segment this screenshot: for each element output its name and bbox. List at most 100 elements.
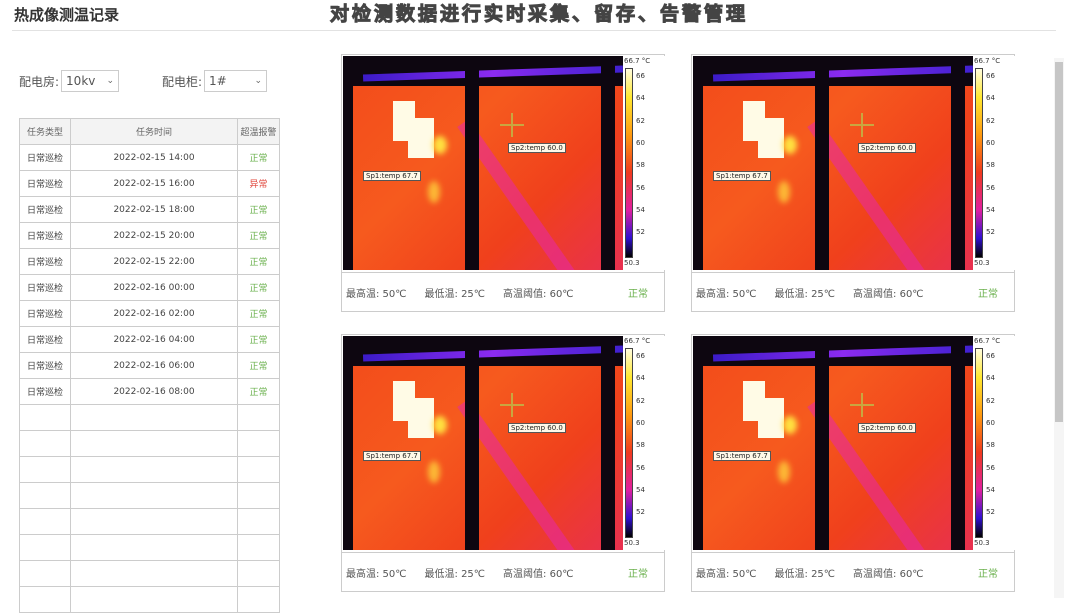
card-footer: 最高温: 50℃ 最低温: 25℃ 高温阈值: 60℃ 正常	[692, 272, 1014, 312]
scale-tick: 64	[986, 374, 995, 383]
cell-task-time: 2022-02-16 00:00	[70, 274, 238, 301]
min-temp: 最低温: 25℃	[424, 289, 486, 300]
cell-task-type	[19, 534, 71, 561]
spot2-label: Sp2:temp 60.0	[858, 143, 916, 153]
scale-min: 50.3	[624, 539, 640, 547]
max-temp: 最高温: 50℃	[696, 569, 757, 580]
table-row[interactable]: 日常巡检 2022-02-15 20:00 正常	[19, 222, 280, 249]
cell-task-type: 日常巡检	[19, 170, 71, 197]
cell-alarm: 正常	[237, 248, 280, 275]
scale-tick: 60	[986, 138, 995, 147]
table-row[interactable]: 日常巡检 2022-02-16 08:00 正常	[19, 378, 280, 405]
scale-min: 50.3	[974, 259, 990, 267]
cell-task-type: 日常巡检	[19, 196, 71, 223]
max-temp: 最高温: 50℃	[346, 569, 407, 580]
cabinet-filter: 配电柜: 1# ⌄	[162, 70, 268, 92]
min-temp: 最低温: 25℃	[774, 569, 836, 580]
table-row[interactable]: 日常巡检 2022-02-16 04:00 正常	[19, 326, 280, 353]
table-row[interactable]	[19, 508, 280, 535]
thermal-card[interactable]: Sp2:temp 60.0 Sp1:temp 67.7 66.7 °C 66 64…	[341, 54, 665, 312]
cell-task-type	[19, 586, 71, 613]
scale-tick: 62	[636, 396, 645, 405]
max-temp: 最高温: 50℃	[346, 289, 407, 300]
table-row[interactable]: 日常巡检 2022-02-15 22:00 正常	[19, 248, 280, 275]
room-filter: 配电房: 10kv ⌄	[19, 70, 120, 92]
table-row[interactable]	[19, 534, 280, 561]
cell-task-time	[70, 586, 238, 613]
scale-tick: 56	[986, 183, 995, 192]
scrollbar-thumb[interactable]	[1055, 62, 1063, 422]
scale-tick: 66	[636, 72, 645, 80]
table-row[interactable]: 日常巡检 2022-02-15 18:00 正常	[19, 196, 280, 223]
thermal-card[interactable]: Sp2:temp 60.0 Sp1:temp 67.7 66.7 °C 66 64…	[691, 334, 1015, 592]
cell-task-type: 日常巡检	[19, 274, 71, 301]
scale-tick: 56	[636, 463, 645, 472]
max-temp: 最高温: 50℃	[696, 289, 757, 300]
card-footer: 最高温: 50℃ 最低温: 25℃ 高温阈值: 60℃ 正常	[342, 272, 664, 312]
scale-tick: 52	[636, 508, 645, 517]
table-row[interactable]	[19, 430, 280, 457]
task-table: 任务类型 任务时间 超温报警 日常巡检 2022-02-15 14:00 正常 日常巡…	[19, 118, 280, 613]
scale-tick: 60	[986, 418, 995, 427]
color-bar	[625, 68, 633, 258]
cell-alarm	[237, 404, 280, 431]
scale-min: 50.3	[974, 539, 990, 547]
min-temp: 最低温: 25℃	[424, 569, 486, 580]
scale-tick: 66	[986, 72, 995, 80]
scale-tick: 64	[636, 94, 645, 103]
scale-tick: 52	[636, 228, 645, 237]
scale-tick: 62	[986, 396, 995, 405]
cell-task-type: 日常巡检	[19, 222, 71, 249]
scale-max: 66.7 °C	[974, 337, 1001, 345]
scale-tick: 58	[636, 161, 645, 170]
cabinet-label: 配电柜:	[162, 74, 203, 89]
table-row[interactable]	[19, 560, 280, 587]
cell-alarm: 异常	[237, 170, 280, 197]
cell-alarm	[237, 482, 280, 509]
cell-task-type: 日常巡检	[19, 248, 71, 275]
table-row[interactable]: 日常巡检 2022-02-16 02:00 正常	[19, 300, 280, 327]
card-footer: 最高温: 50℃ 最低温: 25℃ 高温阈值: 60℃ 正常	[342, 552, 664, 592]
cell-task-time	[70, 534, 238, 561]
cabinet-select[interactable]: 1# ⌄	[204, 70, 268, 92]
scale-tick: 58	[636, 441, 645, 450]
crosshair-icon	[500, 113, 524, 137]
cell-task-time	[70, 508, 238, 535]
table-row[interactable]: 日常巡检 2022-02-16 06:00 正常	[19, 352, 280, 379]
cell-task-type	[19, 404, 71, 431]
thermal-image: Sp2:temp 60.0 Sp1:temp 67.7	[343, 336, 623, 550]
min-temp: 最低温: 25℃	[774, 289, 836, 300]
table-row[interactable]	[19, 456, 280, 483]
room-select[interactable]: 10kv ⌄	[61, 70, 120, 92]
table-row[interactable]: 日常巡检 2022-02-15 14:00 正常	[19, 144, 280, 171]
cell-task-type: 日常巡检	[19, 326, 71, 353]
table-row[interactable]	[19, 482, 280, 509]
cell-task-type	[19, 482, 71, 509]
scale-max: 66.7 °C	[624, 337, 651, 345]
cell-alarm: 正常	[237, 274, 280, 301]
cell-task-time: 2022-02-16 08:00	[70, 378, 238, 405]
table-row[interactable]	[19, 586, 280, 613]
cell-task-time: 2022-02-16 04:00	[70, 326, 238, 353]
spot2-label: Sp2:temp 60.0	[508, 423, 566, 433]
cell-alarm: 正常	[237, 222, 280, 249]
scale-tick: 56	[986, 463, 995, 472]
status-badge: 正常	[628, 569, 648, 580]
table-row[interactable]: 日常巡检 2022-02-16 00:00 正常	[19, 274, 280, 301]
cell-task-time: 2022-02-15 14:00	[70, 144, 238, 171]
scrollbar[interactable]	[1054, 58, 1064, 598]
thermal-card[interactable]: Sp2:temp 60.0 Sp1:temp 67.7 66.7 °C 66 64…	[341, 334, 665, 592]
status-badge: 正常	[978, 289, 998, 300]
cell-alarm: 正常	[237, 300, 280, 327]
header-alarm: 超温报警	[237, 118, 280, 145]
thermal-card[interactable]: Sp2:temp 60.0 Sp1:temp 67.7 66.7 °C 66 64…	[691, 54, 1015, 312]
cell-alarm	[237, 586, 280, 613]
scale-tick: 52	[986, 228, 995, 237]
scale-tick: 60	[636, 138, 645, 147]
table-row[interactable]: 日常巡检 2022-02-15 16:00 异常	[19, 170, 280, 197]
room-label: 配电房:	[19, 74, 60, 89]
divider	[12, 30, 1056, 31]
scale-tick: 66	[636, 352, 645, 360]
table-row[interactable]	[19, 404, 280, 431]
cell-task-time	[70, 482, 238, 509]
